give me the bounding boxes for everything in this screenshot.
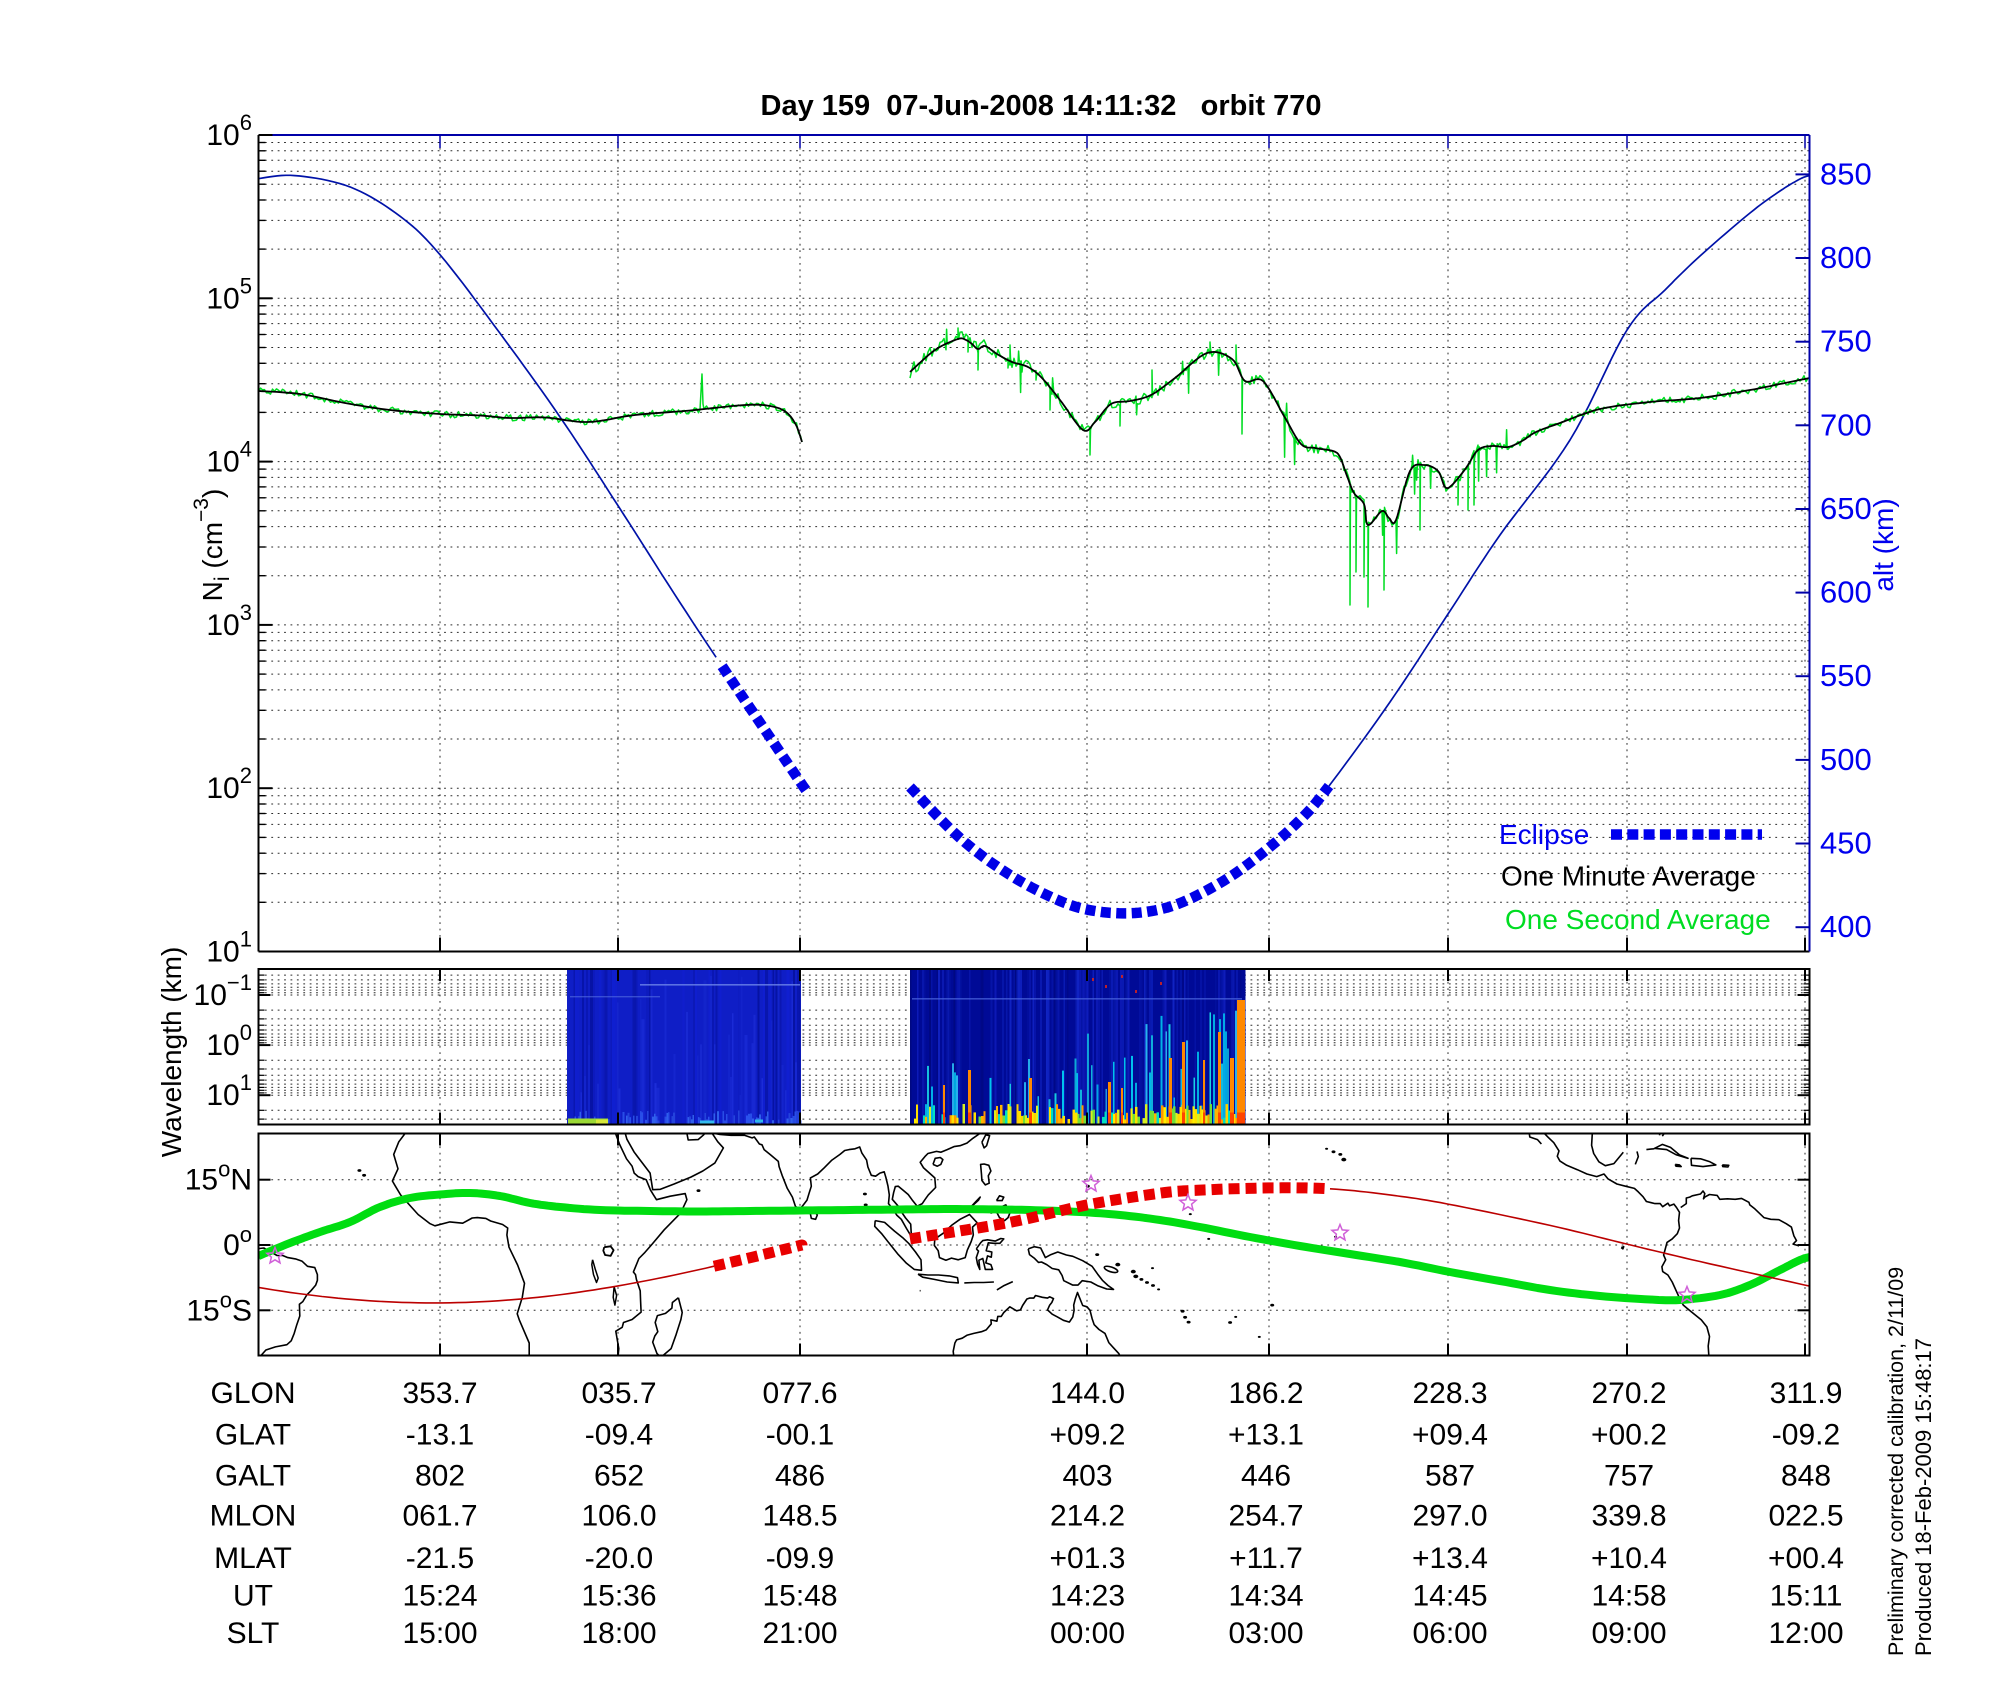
svg-text:228.3: 228.3 (1412, 1377, 1487, 1410)
svg-text:10−1: 10−1 (194, 970, 252, 1012)
svg-text:848: 848 (1781, 1460, 1831, 1493)
svg-text:+10.4: +10.4 (1591, 1542, 1667, 1575)
svg-text:-13.1: -13.1 (406, 1419, 474, 1452)
svg-text:Ni (cm−3): Ni (cm−3) (190, 489, 234, 602)
svg-text:600: 600 (1820, 575, 1872, 610)
svg-text:403: 403 (1062, 1460, 1112, 1493)
svg-text:09:00: 09:00 (1591, 1617, 1666, 1650)
svg-text:06:00: 06:00 (1412, 1617, 1487, 1650)
svg-text:144.0: 144.0 (1050, 1377, 1125, 1410)
svg-text:035.7: 035.7 (581, 1377, 656, 1410)
svg-text:GALT: GALT (215, 1460, 291, 1493)
svg-text:103: 103 (206, 600, 252, 642)
svg-text:550: 550 (1820, 658, 1872, 693)
svg-text:311.9: 311.9 (1770, 1377, 1843, 1410)
svg-text:-00.1: -00.1 (766, 1419, 834, 1452)
svg-text:14:45: 14:45 (1412, 1580, 1487, 1613)
svg-text:339.8: 339.8 (1591, 1500, 1666, 1533)
svg-text:15:24: 15:24 (402, 1580, 477, 1613)
svg-text:214.2: 214.2 (1050, 1500, 1125, 1533)
svg-text:GLON: GLON (210, 1377, 295, 1410)
svg-text:15:48: 15:48 (762, 1580, 837, 1613)
svg-text:104: 104 (206, 437, 252, 479)
svg-text:101: 101 (206, 927, 252, 969)
svg-text:00:00: 00:00 (1050, 1617, 1125, 1650)
svg-text:650: 650 (1820, 491, 1872, 526)
svg-text:800: 800 (1820, 240, 1872, 275)
svg-text:+13.4: +13.4 (1412, 1542, 1488, 1575)
svg-text:12:00: 12:00 (1768, 1617, 1843, 1650)
svg-text:15:11: 15:11 (1770, 1580, 1843, 1613)
svg-text:022.5: 022.5 (1768, 1500, 1843, 1533)
svg-text:Preliminary corrected calibrat: Preliminary corrected calibration, 2/11/… (1884, 1267, 1908, 1656)
svg-text:One Minute Average: One Minute Average (1501, 861, 1756, 892)
svg-text:587: 587 (1425, 1460, 1475, 1493)
svg-text:102: 102 (206, 763, 252, 805)
svg-text:353.7: 353.7 (402, 1377, 477, 1410)
svg-text:alt (km): alt (km) (1868, 498, 1899, 591)
svg-text:14:34: 14:34 (1228, 1580, 1303, 1613)
svg-text:750: 750 (1820, 324, 1872, 359)
svg-text:802: 802 (415, 1460, 465, 1493)
svg-text:One Second Average: One Second Average (1505, 904, 1771, 935)
svg-text:03:00: 03:00 (1228, 1617, 1303, 1650)
svg-text:077.6: 077.6 (762, 1377, 837, 1410)
svg-text:15:00: 15:00 (402, 1617, 477, 1650)
svg-text:100: 100 (206, 1020, 252, 1062)
svg-text:061.7: 061.7 (402, 1500, 477, 1533)
svg-text:15:36: 15:36 (581, 1580, 656, 1613)
svg-text:Eclipse: Eclipse (1499, 819, 1589, 850)
svg-text:148.5: 148.5 (762, 1500, 837, 1533)
svg-text:0o: 0o (223, 1222, 252, 1262)
svg-text:-20.0: -20.0 (585, 1542, 653, 1575)
svg-text:-09.9: -09.9 (766, 1542, 834, 1575)
svg-text:Wavelength (km): Wavelength (km) (156, 947, 187, 1158)
svg-text:+00.4: +00.4 (1768, 1542, 1844, 1575)
svg-text:652: 652 (594, 1460, 644, 1493)
svg-text:850: 850 (1820, 156, 1872, 191)
svg-text:14:23: 14:23 (1050, 1580, 1125, 1613)
svg-text:700: 700 (1820, 407, 1872, 442)
svg-text:105: 105 (206, 273, 252, 315)
svg-text:18:00: 18:00 (581, 1617, 656, 1650)
svg-text:Produced 18-Feb-2009 15:48:17: Produced 18-Feb-2009 15:48:17 (1911, 1338, 1936, 1656)
svg-text:400: 400 (1820, 909, 1872, 944)
svg-text:+13.1: +13.1 (1228, 1419, 1304, 1452)
svg-text:106: 106 (206, 110, 252, 152)
svg-text:15oS: 15oS (186, 1287, 252, 1327)
svg-text:MLON: MLON (210, 1500, 297, 1533)
svg-text:21:00: 21:00 (762, 1617, 837, 1650)
svg-text:+01.3: +01.3 (1050, 1542, 1126, 1575)
svg-text:+09.2: +09.2 (1050, 1419, 1126, 1452)
svg-text:+00.2: +00.2 (1591, 1419, 1667, 1452)
svg-text:101: 101 (206, 1070, 252, 1112)
svg-text:GLAT: GLAT (215, 1419, 291, 1452)
svg-text:450: 450 (1820, 826, 1872, 861)
svg-text:MLAT: MLAT (214, 1542, 292, 1575)
svg-text:297.0: 297.0 (1412, 1500, 1487, 1533)
svg-text:-09.4: -09.4 (585, 1419, 653, 1452)
svg-text:500: 500 (1820, 742, 1872, 777)
svg-text:14:58: 14:58 (1591, 1580, 1666, 1613)
svg-text:+11.7: +11.7 (1229, 1542, 1303, 1575)
svg-text:-21.5: -21.5 (406, 1542, 474, 1575)
svg-text:254.7: 254.7 (1228, 1500, 1303, 1533)
svg-text:270.2: 270.2 (1591, 1377, 1666, 1410)
svg-text:446: 446 (1241, 1460, 1291, 1493)
svg-text:UT: UT (233, 1580, 273, 1613)
svg-text:+09.4: +09.4 (1412, 1419, 1488, 1452)
svg-text:SLT: SLT (227, 1617, 280, 1650)
svg-text:Day 159 07-Jun-2008 14:11:32: Day 159 07-Jun-2008 14:11:32 orbit 770 (761, 90, 1322, 122)
svg-text:486: 486 (775, 1460, 825, 1493)
svg-text:106.0: 106.0 (581, 1500, 656, 1533)
svg-text:186.2: 186.2 (1228, 1377, 1303, 1410)
svg-text:15oN: 15oN (185, 1157, 252, 1197)
svg-text:-09.2: -09.2 (1772, 1419, 1840, 1452)
svg-text:757: 757 (1604, 1460, 1654, 1493)
